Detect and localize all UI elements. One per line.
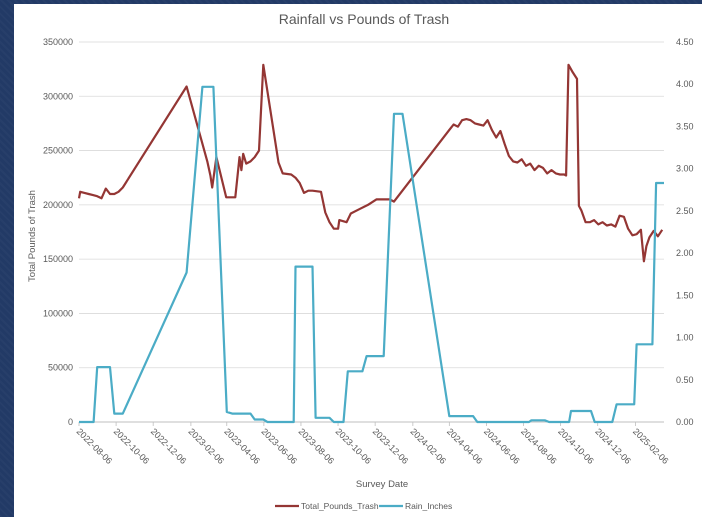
y2-tick-label: 4.50 <box>676 37 694 47</box>
x-tick-label: 2022-12-06 <box>149 426 189 466</box>
series-group <box>77 63 664 424</box>
y2-tick-label: 2.50 <box>676 206 694 216</box>
y2-tick-label: 3.00 <box>676 164 694 174</box>
y-axis-ticks: 0 50000 100000 150000 200000 250000 300000 3500… <box>43 37 73 427</box>
x-tick-label: 2023-12-06 <box>371 426 411 466</box>
legend-label-trash: Total_Pounds_Trash <box>301 501 379 511</box>
x-tick-label: 2022-10-06 <box>112 426 152 466</box>
y-tick-label: 350000 <box>43 37 73 47</box>
y2-tick-label: 1.50 <box>676 290 694 300</box>
chart-panel: Rainfall vs Pounds of Trash 0 50000 100000… <box>14 4 702 517</box>
x-tick-label: 2024-06-06 <box>482 426 522 466</box>
x-tick-label: 2024-10-06 <box>556 426 596 466</box>
chart-title: Rainfall vs Pounds of Trash <box>279 11 449 27</box>
x-tick-label: 2024-04-06 <box>445 426 485 466</box>
y-tick-label: 200000 <box>43 200 73 210</box>
y2-tick-label: 1.00 <box>676 333 694 343</box>
y-tick-label: 50000 <box>48 363 73 373</box>
y2-tick-label: 2.00 <box>676 248 694 258</box>
x-tick-label: 2023-06-06 <box>259 426 299 466</box>
y-axis-title: Total Pounds of Trash <box>27 190 38 282</box>
x-tick-label: 2023-08-06 <box>297 426 337 466</box>
x-tick-label: 2023-04-06 <box>222 426 262 466</box>
x-tick-label: 2023-10-06 <box>334 426 374 466</box>
x-tick-label: 2022-08-06 <box>75 426 115 466</box>
x-axis-ticks: 2022-08-062022-10-062022-12-062023-02-06… <box>75 422 671 466</box>
y2-tick-label: 0.50 <box>676 375 694 385</box>
y2-tick-label: 3.50 <box>676 121 694 131</box>
y-tick-label: 150000 <box>43 254 73 264</box>
x-axis-title: Survey Date <box>356 479 408 490</box>
series-line-Rain_Inches <box>79 85 664 424</box>
chart-svg: Rainfall vs Pounds of Trash 0 50000 100000… <box>27 11 694 511</box>
x-tick-label: 2023-02-06 <box>186 426 226 466</box>
y2-axis-ticks: 0.00 0.50 1.00 1.50 2.00 2.50 3.00 3.50 4.00 4.50 <box>676 37 694 427</box>
x-tick-label: 2024-02-06 <box>408 426 448 466</box>
x-tick-label: 2024-08-06 <box>519 426 559 466</box>
y-tick-label: 100000 <box>43 308 73 318</box>
y-tick-label: 0 <box>68 417 73 427</box>
y-tick-label: 250000 <box>43 146 73 156</box>
legend-label-rain: Rain_Inches <box>405 501 452 511</box>
y2-tick-label: 0.00 <box>676 417 694 427</box>
x-tick-label: 2024-12-06 <box>593 426 633 466</box>
series-line-Total_Pounds_Trash <box>77 63 664 263</box>
x-tick-label: 2025-02-06 <box>631 426 671 466</box>
y-tick-label: 300000 <box>43 91 73 101</box>
y2-tick-label: 4.00 <box>676 79 694 89</box>
legend: Total_Pounds_Trash Rain_Inches <box>275 501 452 511</box>
